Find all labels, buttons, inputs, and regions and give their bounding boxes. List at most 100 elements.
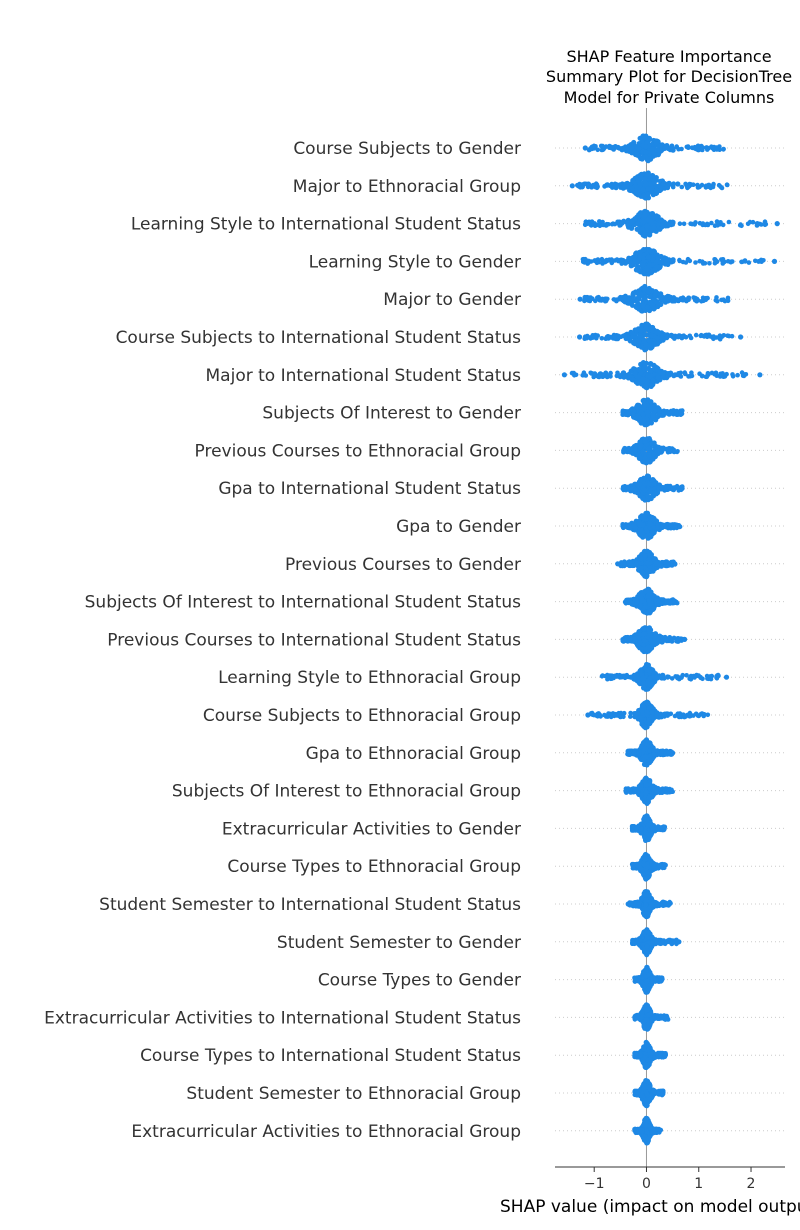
shap-point (643, 782, 650, 788)
shap-point (647, 521, 653, 527)
shap-point (637, 439, 643, 445)
shap-point (700, 147, 705, 153)
feature-points (629, 851, 668, 882)
shap-point (616, 713, 622, 719)
shap-point (594, 182, 600, 188)
shap-point (725, 259, 731, 264)
shap-point (655, 748, 660, 753)
shap-point (685, 185, 690, 191)
shap-point (647, 757, 653, 764)
shap-point (655, 375, 661, 381)
shap-point (625, 147, 630, 152)
shap-point (647, 489, 653, 495)
shap-point (659, 601, 665, 606)
shap-point (607, 143, 612, 149)
shap-point (626, 597, 632, 603)
shap-point (661, 711, 667, 717)
shap-point (705, 371, 711, 376)
shap-point (683, 334, 689, 340)
shap-point (643, 460, 649, 466)
shap-point (647, 232, 653, 238)
shap-point (693, 220, 698, 225)
shap-point (653, 139, 659, 145)
shap-point (712, 260, 718, 266)
shap-point (561, 372, 568, 378)
feature-points (599, 661, 730, 692)
shap-point (668, 483, 673, 489)
shap-point (628, 220, 633, 226)
shap-point (622, 522, 627, 528)
shap-point (591, 143, 597, 149)
shap-point (636, 306, 642, 312)
shap-point (645, 493, 651, 499)
shap-point (720, 257, 726, 262)
shap-point (646, 717, 652, 723)
shap-point (677, 371, 682, 376)
shap-point (693, 332, 699, 338)
shap-point (608, 370, 613, 376)
shap-point (643, 135, 649, 141)
shap-point (618, 373, 623, 378)
shap-point (644, 157, 651, 163)
shap-point (661, 676, 667, 681)
shap-point (725, 295, 731, 301)
shap-point (645, 560, 651, 566)
shap-point (705, 712, 711, 718)
shap-point (645, 216, 651, 223)
feature-points (580, 246, 778, 277)
shap-point (659, 638, 665, 643)
shap-point (674, 638, 679, 644)
shap-point (631, 672, 637, 678)
shap-point (633, 289, 639, 295)
shap-point (657, 226, 663, 232)
shap-point (633, 487, 638, 493)
shap-point (665, 675, 670, 680)
shap-point (679, 297, 685, 303)
shap-point (654, 789, 660, 794)
shap-point (635, 676, 640, 681)
shap-point (645, 254, 652, 260)
shap-point (664, 335, 670, 341)
shap-point (643, 829, 649, 836)
shap-point (581, 370, 587, 376)
shap-point (644, 862, 650, 868)
shap-point (577, 296, 583, 302)
shap-point (641, 515, 647, 522)
shap-point (662, 487, 668, 493)
feature-points (582, 208, 780, 239)
shap-point (661, 374, 666, 379)
shap-point (582, 145, 588, 151)
shap-point (700, 261, 706, 266)
shap-point (648, 382, 654, 389)
feature-points (615, 548, 678, 580)
shap-point (597, 712, 602, 717)
shap-point (648, 332, 655, 338)
shap-point (730, 259, 735, 264)
shap-point (699, 182, 705, 188)
shap-point (761, 258, 766, 263)
shap-point (643, 609, 649, 615)
shap-point (615, 561, 621, 567)
feature-points (561, 360, 763, 391)
shap-point (641, 213, 647, 220)
shap-point (609, 221, 615, 227)
shap-point (647, 705, 653, 711)
shap-point (630, 411, 636, 417)
shap-point (640, 376, 646, 382)
shap-point (670, 299, 676, 304)
feature-points (620, 473, 685, 503)
shap-point (640, 411, 646, 417)
shap-point (631, 297, 637, 304)
shap-point (589, 219, 595, 224)
shap-point (660, 522, 665, 527)
shap-point (643, 360, 650, 366)
feature-points (577, 321, 744, 353)
shap-point (655, 303, 661, 310)
shap-point (627, 411, 632, 416)
shap-point (636, 146, 642, 152)
shap-point (612, 258, 618, 263)
feature-points (621, 436, 680, 466)
shap-point (659, 330, 665, 336)
shap-point (648, 419, 654, 425)
shap-point (738, 334, 744, 340)
